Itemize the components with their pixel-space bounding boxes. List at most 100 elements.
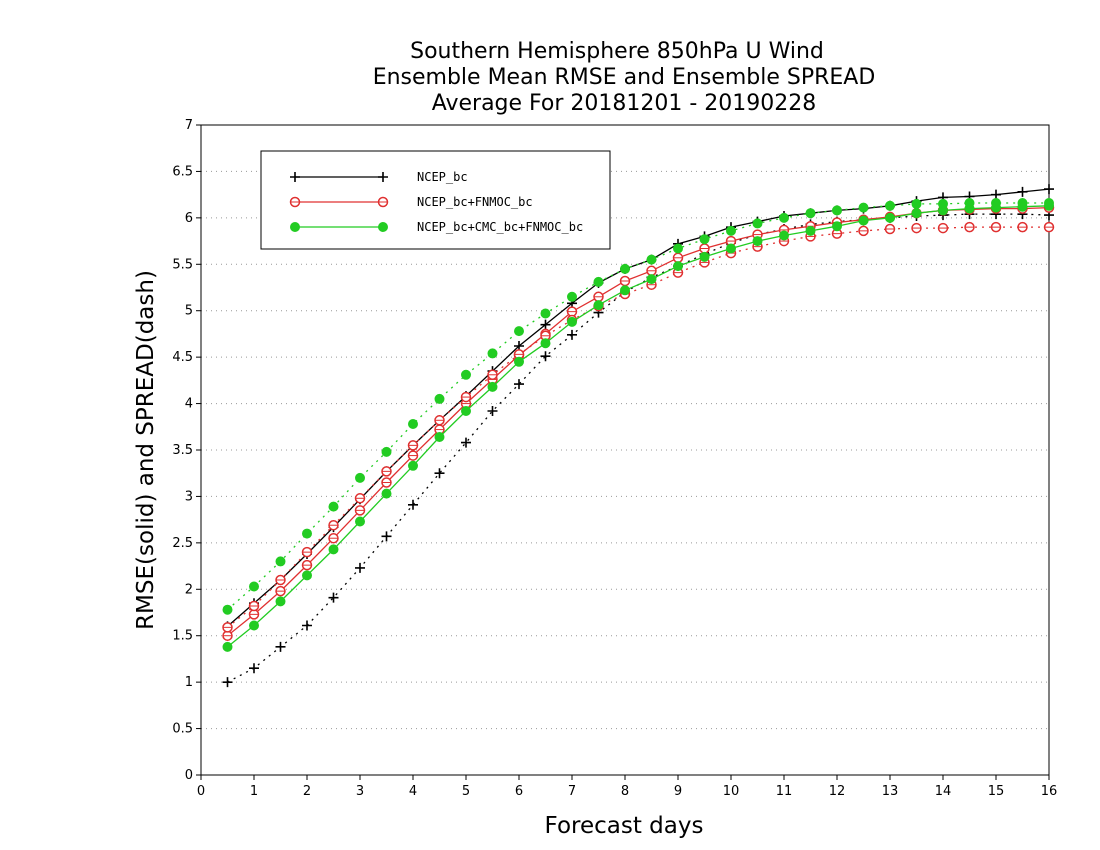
data-point-circle-filled — [805, 208, 816, 219]
data-point-circle-filled — [699, 234, 710, 245]
y-tick-label: 6.5 — [172, 164, 193, 179]
data-point-circle-filled — [434, 432, 445, 442]
legend: NCEP_bc NCEP_bc+FNMOC_bc NCEP_bc+CMC_bc+FN… — [260, 150, 611, 250]
data-point-circle-filled — [1017, 198, 1028, 208]
data-point-circle-filled — [222, 604, 233, 615]
data-point-circle-filled — [290, 222, 300, 232]
grid — [201, 170, 1049, 730]
x-tick-label: 10 — [723, 784, 740, 799]
data-point-circle-filled — [487, 381, 498, 392]
data-point-circle-filled — [964, 198, 975, 208]
series-5 — [222, 198, 1054, 615]
data-point-circle-filled — [911, 208, 922, 219]
data-point-circle-filled — [302, 528, 312, 539]
data-point-circle-filled — [540, 308, 551, 319]
data-point-circle-filled — [593, 300, 604, 311]
series-line — [227, 202, 1049, 611]
series-0 — [222, 184, 1054, 632]
data-point-circle-filled — [832, 221, 842, 232]
data-point-circle-filled — [275, 556, 286, 567]
data-point-circle-filled — [302, 570, 312, 581]
data-point-plus — [1017, 186, 1028, 197]
x-tick-label: 11 — [776, 784, 793, 799]
data-point-plus — [540, 351, 551, 362]
data-point-circle-filled — [487, 348, 498, 359]
data-point-plus — [540, 319, 551, 330]
data-point-circle-filled — [514, 326, 524, 337]
data-point-circle-filled — [673, 243, 683, 254]
data-point-circle-filled — [938, 198, 948, 209]
y-tick-label: 4.5 — [172, 350, 193, 365]
data-point-circle-filled — [461, 369, 471, 380]
data-point-circle-filled — [858, 215, 869, 226]
legend-entry: NCEP_bc+FNMOC_bc — [289, 195, 533, 209]
series-line — [227, 188, 1050, 627]
data-point-plus — [434, 468, 445, 479]
chart-title: Southern Hemisphere 850hPa U Wind Ensemb… — [373, 39, 876, 116]
data-point-circle-filled — [355, 516, 365, 527]
data-point-circle-filled — [434, 393, 445, 404]
y-tick-label: 0.5 — [172, 722, 193, 737]
data-point-circle-filled — [249, 581, 259, 592]
x-tick-label: 15 — [988, 784, 1005, 799]
x-tick-label: 14 — [935, 784, 952, 799]
data-point-circle-filled — [752, 236, 763, 247]
y-tick-label: 5.5 — [172, 257, 193, 272]
data-point-circle-filled — [699, 251, 710, 262]
x-tick-label: 8 — [621, 784, 629, 799]
x-tick-label: 3 — [356, 784, 364, 799]
data-point-circle-filled — [461, 406, 471, 416]
data-point-circle-filled — [249, 620, 259, 631]
y-tick-label: 1.5 — [172, 629, 193, 644]
y-tick-label: 0 — [185, 768, 193, 783]
legend-label: NCEP_bc — [417, 170, 468, 184]
data-point-circle-filled — [646, 254, 657, 265]
data-point-circle-filled — [355, 472, 365, 483]
data-point-circle-filled — [858, 202, 869, 213]
data-point-circle-filled — [275, 596, 286, 607]
data-point-plus — [378, 172, 388, 182]
data-point-circle-filled — [567, 291, 577, 302]
data-point-circle-filled — [1044, 198, 1054, 208]
y-tick-label: 3.5 — [172, 443, 193, 458]
title-line-2: Ensemble Mean RMSE and Ensemble SPREAD — [373, 65, 876, 90]
data-point-plus — [328, 592, 339, 603]
y-tick-label: 3 — [185, 489, 193, 504]
series-line — [227, 226, 1049, 628]
data-point-circle-filled — [726, 243, 736, 254]
data-point-circle-filled — [779, 230, 789, 241]
data-point-circle-filled — [222, 641, 233, 652]
series-line — [227, 205, 1050, 648]
y-tick-label: 1 — [185, 675, 193, 690]
series-3 — [222, 221, 1055, 633]
x-tick-label: 6 — [515, 784, 523, 799]
data-point-circle-filled — [779, 212, 789, 223]
x-tick-label: 12 — [829, 784, 846, 799]
y-tick-label: 6 — [185, 211, 193, 226]
data-point-circle-filled — [381, 488, 392, 499]
y-axis-label: RMSE(solid) and SPREAD(dash) — [133, 270, 159, 630]
x-axis: 0 1 2 3 4 5 6 7 8 9 10 11 12 13 14 15 16 — [197, 775, 1057, 799]
data-point-circle-filled — [911, 198, 922, 209]
x-tick-label: 5 — [462, 784, 470, 799]
x-tick-label: 4 — [409, 784, 417, 799]
data-point-plus — [408, 499, 418, 510]
x-tick-label: 9 — [674, 784, 682, 799]
data-point-plus — [222, 677, 233, 688]
data-point-circle-filled — [408, 460, 418, 471]
data-point-plus — [355, 562, 365, 573]
x-axis-label: Forecast days — [545, 813, 704, 839]
data-point-circle-filled — [805, 225, 816, 236]
y-tick-label: 5 — [185, 304, 193, 319]
data-point-circle-filled — [408, 419, 418, 429]
data-point-circle-filled — [567, 316, 577, 327]
data-point-plus — [487, 406, 498, 416]
data-point-circle-filled — [832, 205, 842, 216]
data-point-plus — [381, 531, 392, 542]
legend-label: NCEP_bc+FNMOC_bc — [417, 195, 533, 209]
data-point-plus — [302, 620, 312, 631]
title-line-1: Southern Hemisphere 850hPa U Wind — [410, 39, 824, 64]
data-point-circle-filled — [381, 446, 392, 457]
data-point-plus — [1044, 184, 1054, 195]
data-point-circle-filled — [885, 200, 895, 211]
